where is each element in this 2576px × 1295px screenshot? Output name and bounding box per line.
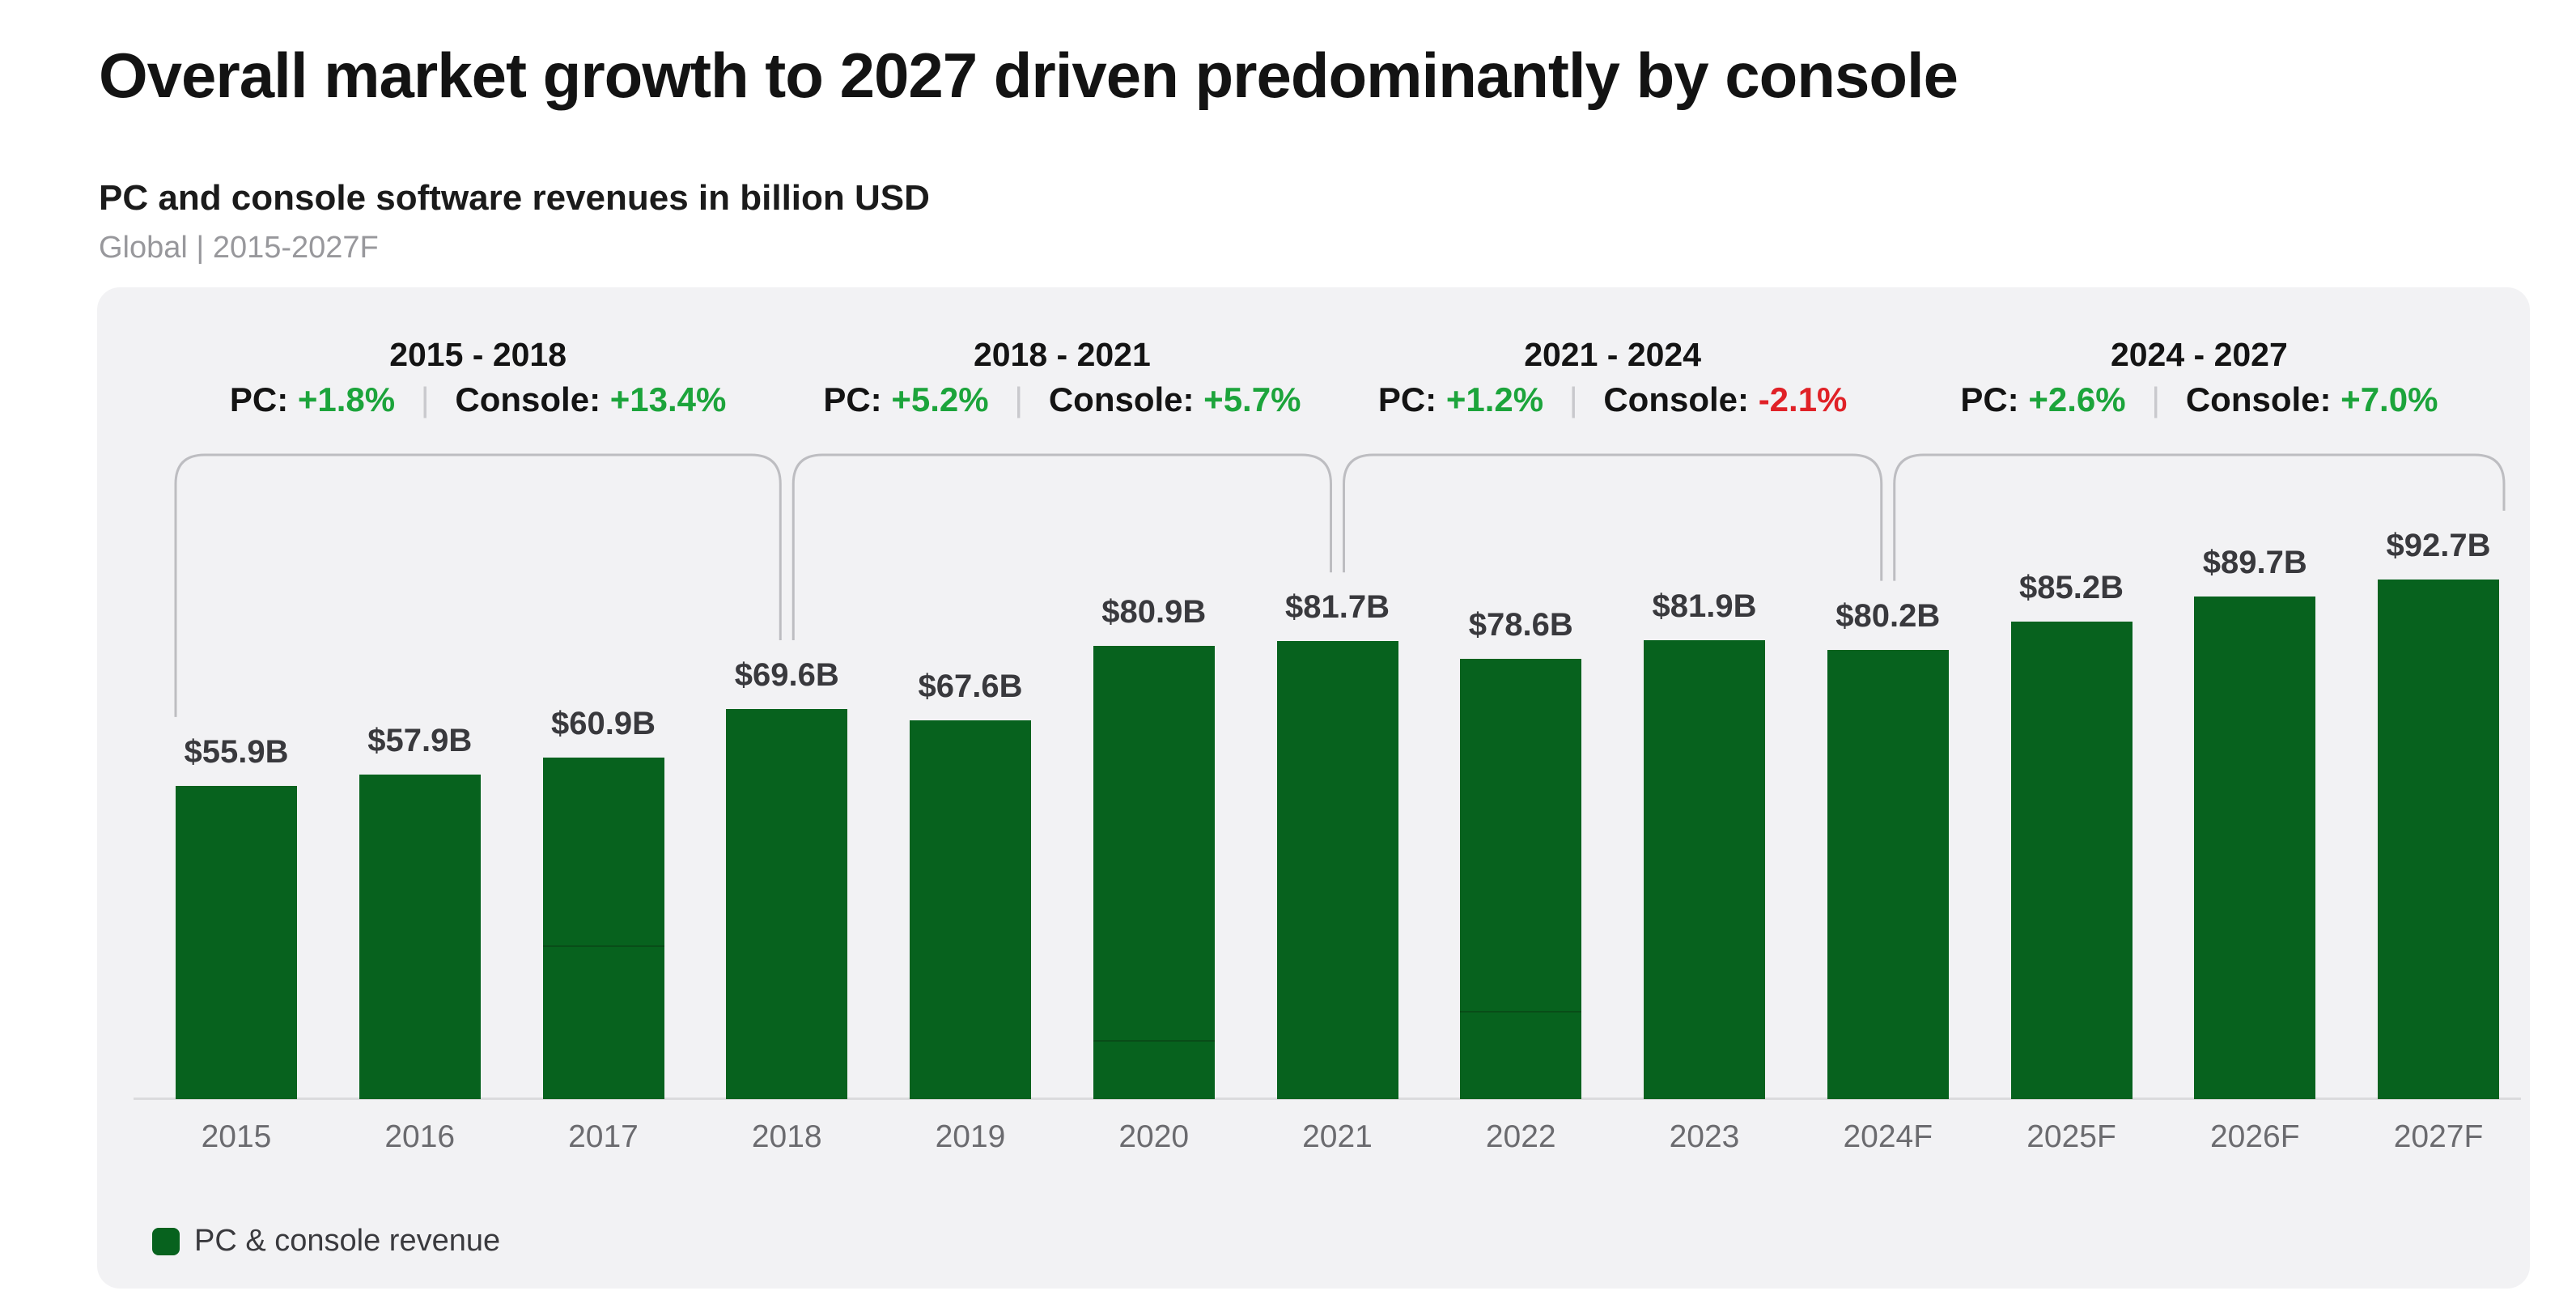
bar-2023 [1644,639,1765,1099]
bar-value-2016: $57.9B [367,723,473,759]
console-growth-value-1: +5.7% [1203,380,1301,418]
bar-segment-divider-2022 [1460,1011,1582,1013]
bar-value-2025F: $85.2B [2019,569,2124,605]
page-title: Overall market growth to 2027 driven pre… [99,40,1959,111]
bar-2022 [1460,658,1582,1099]
legend: PC & console revenue [152,1224,500,1259]
x-tick-2016: 2016 [384,1119,456,1154]
bar-2018 [726,709,848,1099]
bar-segment-divider-2017 [542,945,664,948]
x-tick-2024F: 2024F [1843,1119,1933,1154]
bar-value-2021: $81.7B [1285,589,1390,626]
x-tick-2026F: 2026F [2209,1119,2300,1154]
bar-2019 [910,720,1031,1099]
console-growth-prefix-2: Console: [1603,380,1759,418]
bar-value-2019: $67.6B [918,668,1023,704]
bar-value-2015: $55.9B [184,733,289,770]
bar-value-2027F: $92.7B [2386,528,2491,564]
chart-subtitle: PC and console software revenues in bill… [99,178,930,218]
period-range-label-2: 2021 - 2024 [1524,336,1702,373]
x-tick-2020: 2020 [1118,1119,1190,1154]
console-growth-value-3: +7.0% [2340,380,2438,418]
bar-value-2017: $60.9B [551,706,656,742]
x-tick-2027F: 2027F [2393,1119,2484,1154]
bar-2017 [542,758,664,1099]
bar-2020 [1093,645,1215,1099]
legend-label: PC & console revenue [194,1224,501,1258]
bar-value-2020: $80.9B [1101,593,1207,630]
pc-growth-prefix-1: PC: [823,380,892,418]
x-tick-2025F: 2025F [2026,1119,2116,1154]
bar-value-2023: $81.9B [1652,588,1757,624]
period-growth-stats-3: PC: +2.6% | Console: +7.0% [1794,379,2576,421]
period-growth-stats-0: PC: +1.8% | Console: +13.4% [74,379,883,421]
stats-separator-3: | [2141,380,2170,418]
bar-2021 [1276,641,1398,1099]
pc-growth-value-0: +1.8% [297,380,396,418]
pc-growth-value-1: +5.2% [891,380,989,418]
pc-growth-value-3: +2.6% [2028,380,2126,418]
bar-2016 [359,775,481,1099]
bar-value-2022: $78.6B [1468,606,1573,643]
pc-growth-value-2: +1.2% [1445,380,1544,418]
bar-value-2024F: $80.2B [1835,597,1941,634]
x-tick-2023: 2023 [1669,1119,1740,1154]
bar-2026F [2194,596,2316,1099]
x-tick-2022: 2022 [1485,1119,1556,1154]
period-range-label-1: 2018 - 2021 [973,336,1151,373]
console-growth-value-0: +13.4% [609,380,727,418]
chart-scope: Global | 2015-2027F [99,231,379,265]
bar-2024F [1827,649,1949,1099]
x-tick-2021: 2021 [1302,1119,1373,1154]
console-growth-value-2: -2.1% [1758,380,1848,418]
stats-separator-0: | [411,380,439,418]
stats-separator-2: | [1560,380,1588,418]
bar-value-2018: $69.6B [734,657,839,694]
console-growth-prefix-1: Console: [1048,380,1204,418]
bar-2025F [2010,621,2133,1099]
console-growth-prefix-0: Console: [455,380,610,418]
bar-2027F [2378,580,2499,1099]
pc-growth-prefix-0: PC: [229,380,298,418]
x-tick-2018: 2018 [751,1119,822,1154]
console-growth-prefix-3: Console: [2185,380,2341,418]
bar-segment-divider-2020 [1093,1040,1215,1042]
period-range-label-3: 2024 - 2027 [2110,336,2288,373]
bar-value-2026F: $89.7B [2202,544,2307,580]
x-tick-2019: 2019 [935,1119,1006,1154]
period-growth-stats-2: PC: +1.2% | Console: -2.1% [1208,379,2018,421]
period-range-label-0: 2015 - 2018 [389,336,567,373]
period-growth-stats-1: PC: +5.2% | Console: +5.7% [657,379,1466,421]
pc-growth-prefix-3: PC: [1960,380,2029,418]
bar-2015 [176,785,297,1099]
x-tick-2017: 2017 [568,1119,639,1154]
legend-swatch [152,1227,180,1255]
stats-separator-1: | [1004,380,1033,418]
x-tick-2015: 2015 [201,1119,272,1154]
pc-growth-prefix-2: PC: [1377,380,1446,418]
